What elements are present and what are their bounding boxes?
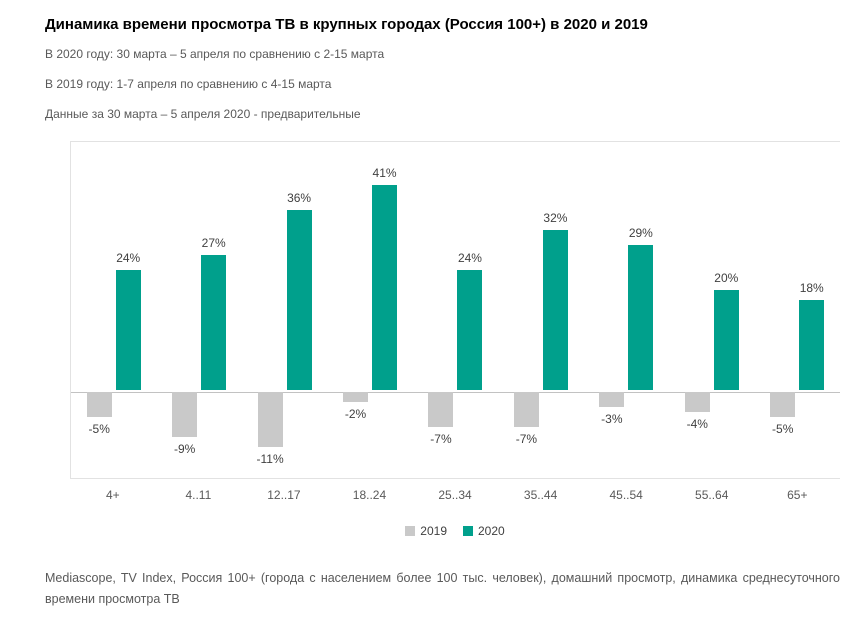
value-label: 32% (543, 211, 568, 225)
bar-group-45..54: -3% 29% (584, 142, 669, 478)
chart-title: Динамика времени просмотра ТВ в крупных … (45, 16, 648, 33)
plot-area: -5% 24% -9% 27% -11% 36% -2% 41% -7% 24% -7% 32% -3%… (70, 141, 840, 479)
value-label: 18% (799, 281, 824, 295)
bar-group-12..17: -11% 36% (242, 142, 327, 478)
legend-item-2020: 2020 (463, 524, 505, 538)
bar-group-25..34: -7% 24% (413, 142, 498, 478)
bar-2020-65+: 18% (799, 142, 825, 478)
bar-2020-12..17: 36% (286, 142, 312, 478)
category-label-55..64: 55..64 (695, 488, 729, 502)
category-label-12..17: 12..17 (267, 488, 301, 502)
bar-2020-45..54: 29% (628, 142, 654, 478)
category-label-45..54: 45..54 (609, 488, 643, 502)
bar-rect (713, 290, 739, 390)
bar-chart: -5% 24% -9% 27% -11% 36% -2% 41% -7% 24% -7% 32% -3%… (70, 141, 840, 538)
category-label-25..34: 25..34 (438, 488, 472, 502)
value-label: 24% (457, 251, 482, 265)
bar-2019-65+: -5% (770, 142, 796, 478)
legend-swatch-2019 (405, 526, 416, 536)
bar-2019-55..64: -4% (684, 142, 710, 478)
subtitle-note: Данные за 30 марта – 5 апреля 2020 - пре… (45, 107, 361, 121)
bar-group-65+: -5% 18% (755, 142, 840, 478)
bar-2020-18..24: 41% (372, 142, 398, 478)
bar-2019-18..24: -2% (343, 142, 369, 478)
value-label: -5% (88, 422, 110, 436)
bar-rect (257, 392, 283, 447)
bar-rect (599, 392, 625, 407)
chart-legend: 2019 2020 (70, 524, 840, 538)
value-label: 24% (116, 251, 141, 265)
value-label: -5% (772, 422, 794, 436)
value-label: -11% (256, 452, 284, 466)
bar-rect (86, 392, 112, 417)
value-label: 27% (201, 236, 226, 250)
bar-group-4+: -5% 24% (71, 142, 156, 478)
bar-group-4..11: -9% 27% (156, 142, 241, 478)
bar-2020-35..44: 32% (542, 142, 568, 478)
report-page: Динамика времени просмотра ТВ в крупных … (45, 16, 840, 606)
bar-rect (286, 210, 312, 390)
legend-item-2019: 2019 (405, 524, 447, 538)
bar-rect (628, 245, 654, 390)
bar-group-35..44: -7% 32% (498, 142, 583, 478)
value-label: -2% (344, 407, 367, 421)
value-label: 20% (714, 271, 739, 285)
bar-2019-35..44: -7% (513, 142, 539, 478)
bar-rect (115, 270, 141, 390)
bar-rect (684, 392, 710, 412)
bar-2019-4..11: -9% (172, 142, 198, 478)
bar-2020-25..34: 24% (457, 142, 483, 478)
value-label: -4% (686, 417, 708, 431)
bar-rect (428, 392, 454, 427)
value-label: -9% (173, 442, 196, 456)
category-label-18..24: 18..24 (352, 488, 387, 502)
bar-group-55..64: -4% 20% (669, 142, 754, 478)
value-label: 29% (628, 226, 653, 240)
bar-rect (542, 230, 568, 390)
legend-label-2020: 2020 (478, 524, 505, 538)
bar-rect (201, 255, 227, 390)
bar-rect (799, 300, 825, 390)
category-axis: 4+ 4..11 12..17 18..24 25..34 35..44 45..54 55.… (70, 488, 840, 502)
source-note: Mediascope, TV Index, Россия 100+ (город… (45, 571, 840, 606)
category-label-4..11: 4..11 (185, 488, 212, 502)
bar-group-18..24: -2% 41% (327, 142, 412, 478)
bar-2019-12..17: -11% (256, 142, 284, 478)
legend-label-2019: 2019 (420, 524, 447, 538)
bar-2019-45..54: -3% (599, 142, 625, 478)
subtitle-2019: В 2019 году: 1-7 апреля по сравнению с 4… (45, 77, 332, 91)
category-label-65+: 65+ (787, 488, 808, 502)
value-label: -7% (430, 432, 452, 446)
bar-rect (343, 392, 369, 402)
bar-rect (457, 270, 483, 390)
category-label-4+: 4+ (105, 488, 120, 502)
legend-swatch-2020 (463, 526, 473, 536)
zero-axis-line (71, 392, 840, 393)
bar-rect (372, 185, 398, 390)
value-label: 36% (287, 191, 312, 205)
bar-2019-25..34: -7% (428, 142, 454, 478)
bar-rect (172, 392, 198, 437)
bar-2019-4+: -5% (86, 142, 112, 478)
bar-2020-4..11: 27% (201, 142, 227, 478)
value-label: -3% (601, 412, 623, 426)
bar-rect (770, 392, 796, 417)
category-label-35..44: 35..44 (523, 488, 558, 502)
subtitle-2020: В 2020 году: 30 марта – 5 апреля по срав… (45, 47, 385, 61)
bar-2020-4+: 24% (115, 142, 141, 478)
value-label: -7% (515, 432, 538, 446)
bar-2020-55..64: 20% (713, 142, 739, 478)
value-label: 41% (372, 166, 397, 180)
bar-rect (513, 392, 539, 427)
